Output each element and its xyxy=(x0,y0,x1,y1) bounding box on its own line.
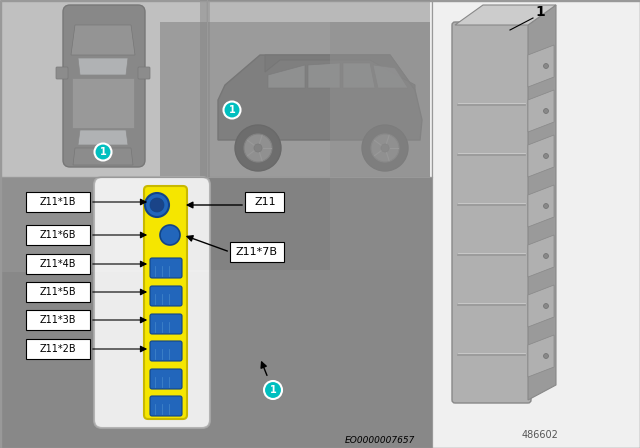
FancyBboxPatch shape xyxy=(144,186,187,419)
Circle shape xyxy=(543,254,548,258)
Circle shape xyxy=(254,144,262,152)
FancyBboxPatch shape xyxy=(26,339,90,359)
FancyBboxPatch shape xyxy=(26,254,90,274)
FancyBboxPatch shape xyxy=(230,242,284,262)
Circle shape xyxy=(381,144,389,152)
FancyBboxPatch shape xyxy=(150,341,182,361)
Text: 1: 1 xyxy=(269,385,276,395)
FancyBboxPatch shape xyxy=(138,67,150,79)
Polygon shape xyxy=(528,335,554,377)
Text: 1: 1 xyxy=(535,5,545,19)
Polygon shape xyxy=(308,63,340,88)
FancyBboxPatch shape xyxy=(245,192,284,212)
Bar xyxy=(0,2,210,272)
Circle shape xyxy=(371,134,399,162)
Polygon shape xyxy=(78,58,128,75)
Circle shape xyxy=(235,125,281,171)
Text: Z11*6B: Z11*6B xyxy=(40,230,76,240)
FancyBboxPatch shape xyxy=(150,258,182,278)
Text: EO0000007657: EO0000007657 xyxy=(345,435,415,444)
Bar xyxy=(207,0,432,177)
Circle shape xyxy=(543,64,548,69)
Circle shape xyxy=(543,303,548,309)
Polygon shape xyxy=(528,135,554,177)
FancyBboxPatch shape xyxy=(26,282,90,302)
Polygon shape xyxy=(343,63,375,88)
Polygon shape xyxy=(78,130,128,145)
Polygon shape xyxy=(268,65,305,88)
FancyBboxPatch shape xyxy=(150,314,182,334)
Text: 486602: 486602 xyxy=(522,430,559,440)
Text: Z11: Z11 xyxy=(254,197,276,207)
FancyBboxPatch shape xyxy=(56,67,68,79)
Circle shape xyxy=(223,102,241,119)
Circle shape xyxy=(160,225,180,245)
Bar xyxy=(0,177,432,448)
Polygon shape xyxy=(528,185,554,227)
Text: 1: 1 xyxy=(100,147,106,157)
FancyBboxPatch shape xyxy=(26,310,90,330)
Circle shape xyxy=(150,198,164,212)
Polygon shape xyxy=(265,55,415,90)
Circle shape xyxy=(145,193,169,217)
Text: Z11*7B: Z11*7B xyxy=(236,247,278,257)
FancyBboxPatch shape xyxy=(150,369,182,389)
Bar xyxy=(432,0,640,448)
Text: Z11*2B: Z11*2B xyxy=(40,344,76,354)
FancyBboxPatch shape xyxy=(63,5,145,167)
Text: 1: 1 xyxy=(228,105,236,115)
Bar xyxy=(200,0,430,270)
Text: Z11*4B: Z11*4B xyxy=(40,259,76,269)
Circle shape xyxy=(362,125,408,171)
Polygon shape xyxy=(528,285,554,327)
FancyBboxPatch shape xyxy=(452,22,531,403)
Text: Z11*3B: Z11*3B xyxy=(40,315,76,325)
Polygon shape xyxy=(455,5,556,25)
Text: Z11*1B: Z11*1B xyxy=(40,197,76,207)
Polygon shape xyxy=(218,55,422,140)
Circle shape xyxy=(543,154,548,159)
FancyBboxPatch shape xyxy=(72,78,134,128)
Polygon shape xyxy=(373,65,408,88)
Polygon shape xyxy=(528,5,556,400)
Polygon shape xyxy=(528,235,554,277)
Circle shape xyxy=(95,143,111,160)
Bar xyxy=(330,22,430,270)
FancyBboxPatch shape xyxy=(26,225,90,245)
Text: Z11*5B: Z11*5B xyxy=(40,287,76,297)
FancyBboxPatch shape xyxy=(150,396,182,416)
Circle shape xyxy=(543,108,548,113)
Bar xyxy=(160,22,430,270)
Bar xyxy=(0,0,207,177)
Circle shape xyxy=(264,381,282,399)
FancyBboxPatch shape xyxy=(150,286,182,306)
FancyBboxPatch shape xyxy=(26,192,90,212)
Polygon shape xyxy=(528,90,554,132)
Polygon shape xyxy=(73,148,133,165)
Circle shape xyxy=(244,134,272,162)
FancyBboxPatch shape xyxy=(94,177,210,428)
Polygon shape xyxy=(528,45,554,87)
Circle shape xyxy=(543,203,548,208)
Circle shape xyxy=(543,353,548,358)
Polygon shape xyxy=(71,25,135,55)
